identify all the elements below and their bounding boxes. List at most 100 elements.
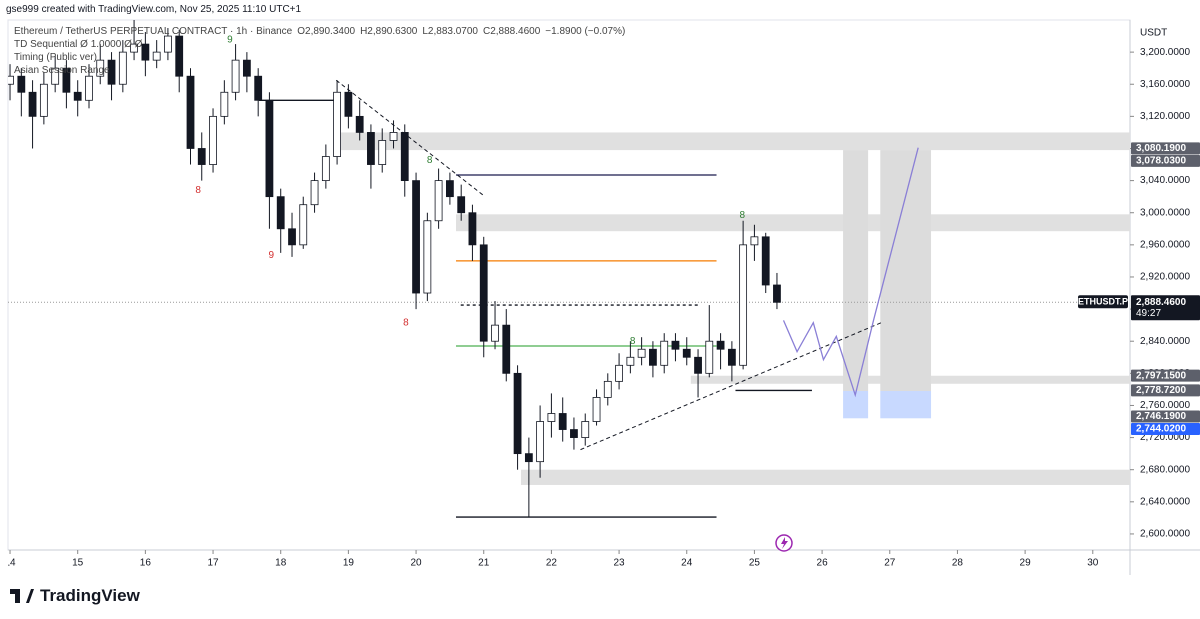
y-tick-label: 3,040.0000 — [1140, 175, 1190, 186]
x-tick-label: 16 — [140, 558, 152, 569]
candle-body — [186, 75, 195, 149]
candle-body — [367, 132, 375, 165]
candle-body — [446, 180, 454, 198]
target-upper — [843, 150, 869, 391]
candle-body — [716, 340, 725, 350]
candle-body — [96, 59, 105, 77]
symbol-tag-label: ETHUSDT.P — [1078, 297, 1128, 307]
candle-body — [739, 244, 748, 366]
y-tick-label: 2,840.0000 — [1140, 336, 1190, 347]
td-label: 8 — [630, 336, 636, 347]
candle-body — [73, 91, 82, 101]
price-tag-label: 2,744.0200 — [1136, 424, 1186, 435]
y-tick-label: 2,960.0000 — [1140, 239, 1190, 250]
candle-body — [727, 348, 736, 366]
price-tag-label: 2,778.7200 — [1136, 385, 1186, 396]
price-tag-label: 3,078.0300 — [1136, 155, 1186, 166]
x-tick-label: 23 — [614, 558, 626, 569]
brand-name: TradingView — [40, 586, 140, 605]
candle-body — [333, 91, 341, 157]
candle-body — [660, 340, 669, 366]
indicator[interactable]: Timing (Public ver) — [14, 52, 97, 63]
td-label: 8 — [739, 210, 745, 221]
candle-body — [28, 91, 37, 117]
candle-body — [118, 51, 127, 85]
candle-body — [265, 99, 274, 198]
y-tick-label: 2,920.0000 — [1140, 272, 1190, 283]
candle-body — [479, 244, 488, 342]
candle-body — [626, 356, 635, 366]
candle-body — [62, 67, 71, 93]
x-tick-label: 29 — [1020, 558, 1032, 569]
credit: gse999 created with TradingView.com, Nov… — [6, 4, 307, 15]
currency: USDT — [1140, 28, 1167, 39]
candle-body — [457, 196, 466, 214]
candle-body — [107, 59, 116, 85]
candle-body — [558, 413, 567, 430]
candle-body — [423, 220, 432, 294]
legend-main: Ethereum / TetherUS PERPETUAL CONTRACT ·… — [14, 25, 630, 38]
candle-body — [491, 324, 499, 342]
indicator[interactable]: TD Sequential Ø 1.0000 Ø Ø — [14, 39, 143, 50]
candle-body — [242, 59, 251, 77]
td-label: 8 — [195, 185, 201, 196]
last-price-tag — [1131, 295, 1200, 321]
ohlc-close: C2,888.4600 — [482, 26, 541, 37]
td-label: 9 — [227, 35, 233, 46]
y-tick-label: 2,720.0000 — [1140, 432, 1190, 443]
event-icon-bolt — [781, 537, 788, 549]
candle-body — [615, 364, 623, 382]
y-tick-label: 3,120.0000 — [1140, 111, 1190, 122]
candle-body — [671, 340, 680, 350]
candle-body — [175, 35, 184, 77]
plot-area: 8 9 8 8 8 8 9 — [8, 20, 1130, 518]
y-tick-label: 2,640.0000 — [1140, 496, 1190, 507]
countdown: 49:27 — [1136, 308, 1161, 319]
zone — [336, 132, 1130, 151]
candle-body — [164, 35, 172, 53]
zone — [455, 214, 1130, 232]
candle-body — [299, 204, 308, 246]
x-tick-label: 30 — [1087, 558, 1099, 569]
target-upper — [880, 150, 932, 391]
x-tick-label: 17 — [207, 558, 219, 569]
x-tick-label: 20 — [410, 558, 422, 569]
price-tag — [1131, 369, 1200, 382]
candle-body — [400, 132, 409, 182]
td-label: 8 — [403, 317, 409, 328]
projection — [782, 147, 919, 398]
symbol-tag — [1078, 295, 1128, 309]
x-tick-label: 22 — [546, 558, 558, 569]
indicator[interactable]: Asian Session Range — [14, 65, 110, 76]
candle-body — [502, 324, 511, 374]
candle-body — [355, 115, 364, 133]
candle-body — [220, 91, 229, 117]
candle-body — [750, 236, 759, 246]
ohlc-low: L2,883.0700 — [422, 26, 478, 37]
ohlc-change: −1.8900 (−0.07%) — [545, 26, 626, 37]
y-tick-label: 2,760.0000 — [1140, 400, 1190, 411]
candle-body — [649, 348, 657, 366]
y-tick-label: 3,160.0000 — [1140, 79, 1190, 90]
candle-body — [321, 156, 330, 182]
td-label: 9 — [268, 250, 274, 261]
y-tick-label: 3,200.0000 — [1140, 47, 1190, 58]
candle-body — [8, 75, 14, 85]
symbol: Ethereum / TetherUS PERPETUAL CONTRACT ·… — [14, 26, 293, 37]
candle-body — [592, 397, 601, 422]
candle-body — [197, 148, 206, 165]
candle-body — [773, 284, 781, 303]
price-tag-label: 2,746.1900 — [1136, 411, 1186, 422]
candle-body — [389, 132, 398, 141]
candle-body — [209, 115, 217, 165]
price-tag — [1131, 410, 1200, 423]
x-tick-label: 24 — [681, 558, 693, 569]
plot-frame — [7, 19, 1131, 551]
x-tick-label: 18 — [275, 558, 287, 569]
price-tag-label: 2,797.1500 — [1136, 370, 1186, 381]
candle-body — [51, 67, 60, 85]
candle-body — [378, 140, 387, 165]
candle-body — [412, 180, 420, 294]
candle-body — [310, 180, 319, 206]
last-price-label: 2,888.4600 — [1136, 297, 1186, 308]
